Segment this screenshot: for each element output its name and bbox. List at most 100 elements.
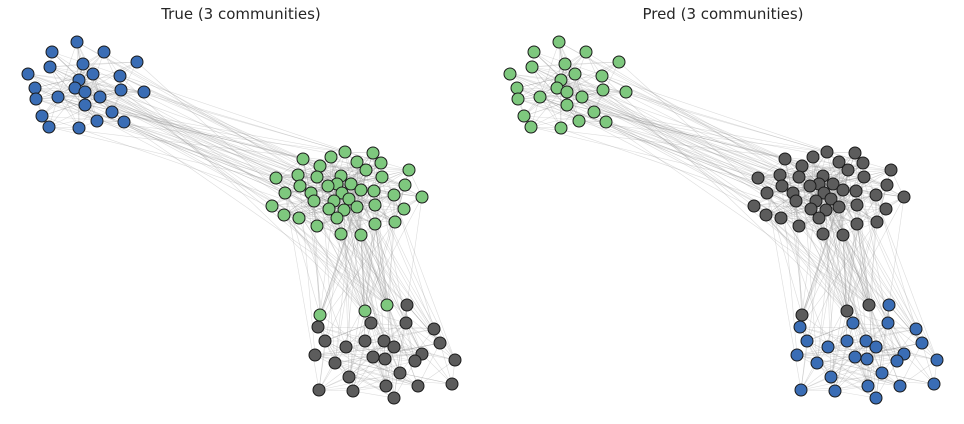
graph-edge [319, 165, 367, 171]
graph-edge [847, 169, 905, 198]
graph-edge [800, 340, 867, 391]
graph-node [778, 152, 792, 166]
graph-edge [842, 234, 890, 306]
graph-node [324, 150, 338, 164]
graph-edge [386, 304, 416, 362]
graph-node [824, 370, 838, 384]
graph-node [510, 81, 524, 95]
graph-node [554, 121, 568, 135]
graph-edge [318, 340, 385, 391]
graph-edge [887, 322, 938, 361]
graph-node [448, 353, 462, 367]
graph-edge [298, 169, 410, 219]
graph-edge [41, 115, 338, 219]
graph-edge [123, 121, 350, 200]
graph-node [794, 383, 808, 397]
graph-node [375, 170, 389, 184]
graph-edge [373, 190, 435, 330]
graph-node [78, 98, 92, 112]
graph-node [775, 179, 789, 193]
graph-node [760, 186, 774, 200]
graph-edge [827, 169, 849, 348]
graph-edge [800, 372, 883, 391]
graph-node [367, 184, 381, 198]
graph-edge [364, 169, 410, 312]
graph-edge [830, 376, 935, 385]
graph-edge [822, 233, 890, 306]
graph-node [560, 98, 574, 112]
graph-edge [854, 152, 870, 306]
graph-edge [324, 322, 372, 342]
graph-edge [284, 192, 330, 210]
graph-edge [340, 204, 376, 235]
graph-edge [348, 223, 376, 378]
graph-node [292, 211, 306, 225]
graph-edge [319, 165, 336, 364]
graph-node [402, 163, 416, 177]
graph-node [278, 186, 292, 200]
graph-edge [421, 353, 453, 385]
graph-node [78, 85, 92, 99]
graph-edge [765, 214, 820, 219]
graph-node [70, 35, 84, 49]
graph-edge [832, 183, 923, 344]
graph-edge [846, 176, 865, 312]
graph-node [93, 90, 107, 104]
graph-edge [830, 360, 898, 378]
graph-edge [340, 196, 423, 235]
graph-edge [903, 353, 935, 385]
graph-edge [531, 61, 620, 68]
graph-edge [539, 96, 768, 194]
graph-edge [283, 214, 441, 344]
graph-edge [324, 340, 387, 387]
graph-edge [806, 340, 869, 387]
graph-edge [516, 87, 580, 122]
graph-edge [275, 177, 408, 306]
graph-edge [57, 41, 78, 98]
graph-node [525, 60, 539, 74]
graph-edge [753, 200, 797, 207]
graph-edge [48, 126, 410, 171]
graph-edge [336, 176, 383, 185]
graph-node [359, 163, 373, 177]
graph-edge [578, 120, 828, 153]
graph-edge [35, 51, 105, 100]
graph-edge [374, 223, 388, 306]
graph-edge [314, 354, 401, 374]
graph-edge [439, 342, 453, 385]
graph-edge [318, 372, 401, 391]
graph-edge [27, 73, 80, 81]
graph-edge [374, 223, 395, 348]
graph-node [595, 69, 609, 83]
true-panel-title: True (3 communities) [161, 5, 321, 23]
graph-edge [601, 75, 834, 185]
graph-node [816, 227, 830, 241]
graph-node [836, 228, 850, 242]
graph-edge [99, 96, 338, 219]
graph-edge [838, 206, 878, 223]
graph-edge [271, 200, 315, 207]
graph-edge [333, 200, 441, 344]
graph-edge [310, 192, 395, 348]
graph-edge [360, 234, 408, 306]
graph-node [880, 178, 894, 192]
graph-edge [364, 328, 435, 342]
graph-edge [846, 176, 865, 312]
graph-node [377, 334, 391, 348]
graph-edge [345, 322, 407, 348]
graph-edge [801, 165, 818, 364]
graph-edge [317, 189, 362, 328]
graph-edge [530, 126, 858, 206]
graph-node [310, 219, 324, 233]
graph-edge [781, 185, 867, 342]
graph-node [857, 170, 871, 184]
graph-edge [801, 165, 844, 236]
graph-node [575, 90, 589, 104]
graph-edge [875, 194, 917, 330]
graph-node [810, 356, 824, 370]
true-communities-panel: True (3 communities) [21, 5, 462, 405]
graph-edge [405, 322, 456, 361]
graph-node [824, 192, 838, 206]
graph-edge [834, 390, 877, 399]
graph-node [321, 179, 335, 193]
